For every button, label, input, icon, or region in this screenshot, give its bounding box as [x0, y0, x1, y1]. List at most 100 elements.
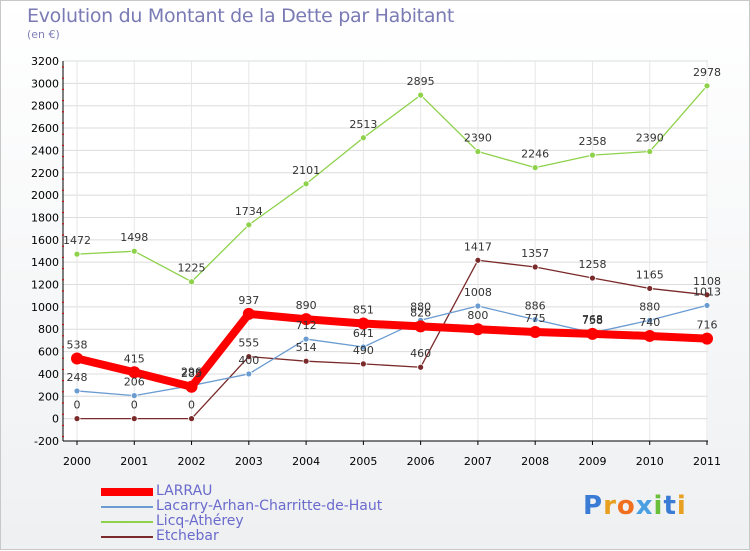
data-label: 886: [525, 300, 546, 313]
data-label: 851: [353, 304, 374, 317]
logo-letter: t: [663, 491, 677, 521]
y-tick-label: -200: [34, 435, 59, 448]
data-label: 1258: [578, 258, 606, 271]
data-label: 1417: [464, 240, 492, 253]
data-point: [242, 307, 255, 320]
data-point: [130, 392, 138, 400]
data-point: [130, 247, 138, 255]
y-tick-label: 1800: [31, 211, 59, 224]
x-tick-label: 2006: [407, 455, 435, 468]
data-point: [357, 317, 370, 330]
data-point: [359, 343, 367, 351]
legend-label: Licq-Athérey: [156, 513, 244, 529]
data-label: 800: [467, 309, 488, 322]
data-label: 1108: [693, 275, 721, 288]
data-label: 490: [353, 344, 374, 357]
data-point: [73, 387, 81, 395]
data-label: 2390: [464, 132, 492, 145]
series-line-0: [76, 309, 708, 391]
data-label: 880: [410, 300, 431, 313]
logo-letter: o: [616, 491, 636, 521]
data-point: [646, 285, 654, 292]
data-point: [188, 278, 195, 286]
data-label: 937: [238, 294, 259, 307]
data-point: [417, 363, 425, 371]
x-tick-label: 2004: [292, 455, 320, 468]
x-tick-label: 2002: [178, 455, 206, 468]
data-label: 538: [67, 339, 88, 352]
data-point: [302, 357, 310, 365]
x-tick-label: 2000: [63, 455, 91, 468]
logo-letter: P: [583, 491, 604, 521]
data-label: 1734: [235, 205, 263, 218]
data-label: 0: [188, 399, 195, 412]
data-point: [703, 302, 711, 309]
y-tick-label: 3000: [31, 77, 59, 90]
y-tick-label: 2600: [31, 122, 59, 135]
y-tick-label: 200: [38, 390, 59, 403]
data-point: [589, 274, 596, 282]
series-line-2: [76, 85, 708, 283]
data-label: 0: [131, 399, 138, 412]
y-tick-label: 1400: [31, 256, 59, 269]
data-label: 2101: [292, 164, 320, 177]
data-label: 1357: [521, 247, 549, 260]
data-label: 1498: [120, 231, 148, 244]
data-label: 285: [181, 367, 202, 380]
logo-letter: i: [676, 491, 687, 521]
data-label: 768: [582, 313, 603, 326]
data-label: 2513: [349, 118, 377, 131]
data-point: [71, 352, 83, 365]
data-point: [646, 148, 654, 155]
data-point: [245, 370, 253, 378]
data-label: 890: [296, 299, 317, 312]
x-tick-label: 2005: [349, 455, 377, 468]
proxiti-logo: Proxiti: [583, 491, 687, 521]
data-label: 248: [67, 371, 88, 384]
legend-swatch: [101, 536, 153, 538]
data-point: [417, 91, 425, 99]
legend-label: Etchebar: [156, 528, 219, 544]
y-tick-label: 1600: [31, 234, 59, 247]
data-point: [703, 82, 711, 90]
y-tick-label: 2000: [31, 189, 59, 202]
data-point: [359, 134, 367, 142]
y-tick-label: 600: [38, 346, 59, 359]
data-point: [130, 415, 138, 423]
data-point: [302, 335, 310, 343]
y-tick-label: 400: [38, 368, 59, 381]
data-label: 1165: [636, 268, 664, 281]
data-label: 712: [296, 319, 317, 332]
x-tick-label: 2011: [693, 455, 721, 468]
legend-swatch: [101, 521, 153, 523]
data-label: 826: [410, 306, 431, 319]
data-point: [529, 326, 542, 339]
series-line-3: [77, 259, 708, 420]
data-point: [646, 316, 654, 324]
plot-area: [63, 61, 708, 441]
data-point: [185, 380, 198, 393]
data-label: 1472: [63, 234, 91, 247]
x-tick-label: 2010: [636, 455, 664, 468]
y-tick-label: 1000: [31, 301, 59, 314]
legend-swatch: [101, 488, 153, 496]
logo-letter: x: [635, 491, 654, 521]
data-label: 296: [181, 366, 202, 379]
data-label: 415: [124, 352, 145, 365]
data-label: 514: [296, 341, 317, 354]
data-label: 1008: [464, 286, 492, 299]
y-tick-label: 3200: [31, 55, 59, 68]
data-point: [703, 291, 711, 299]
y-tick-label: 2200: [31, 167, 59, 180]
data-point: [531, 164, 539, 172]
data-point: [73, 415, 81, 423]
data-point: [471, 323, 484, 336]
data-point: [359, 360, 367, 368]
data-point: [245, 353, 253, 361]
legend-label: LARRAU: [156, 483, 213, 499]
data-point: [302, 180, 310, 188]
x-tick-label: 2001: [120, 455, 148, 468]
data-point: [586, 327, 599, 340]
data-label: 1225: [178, 262, 206, 275]
